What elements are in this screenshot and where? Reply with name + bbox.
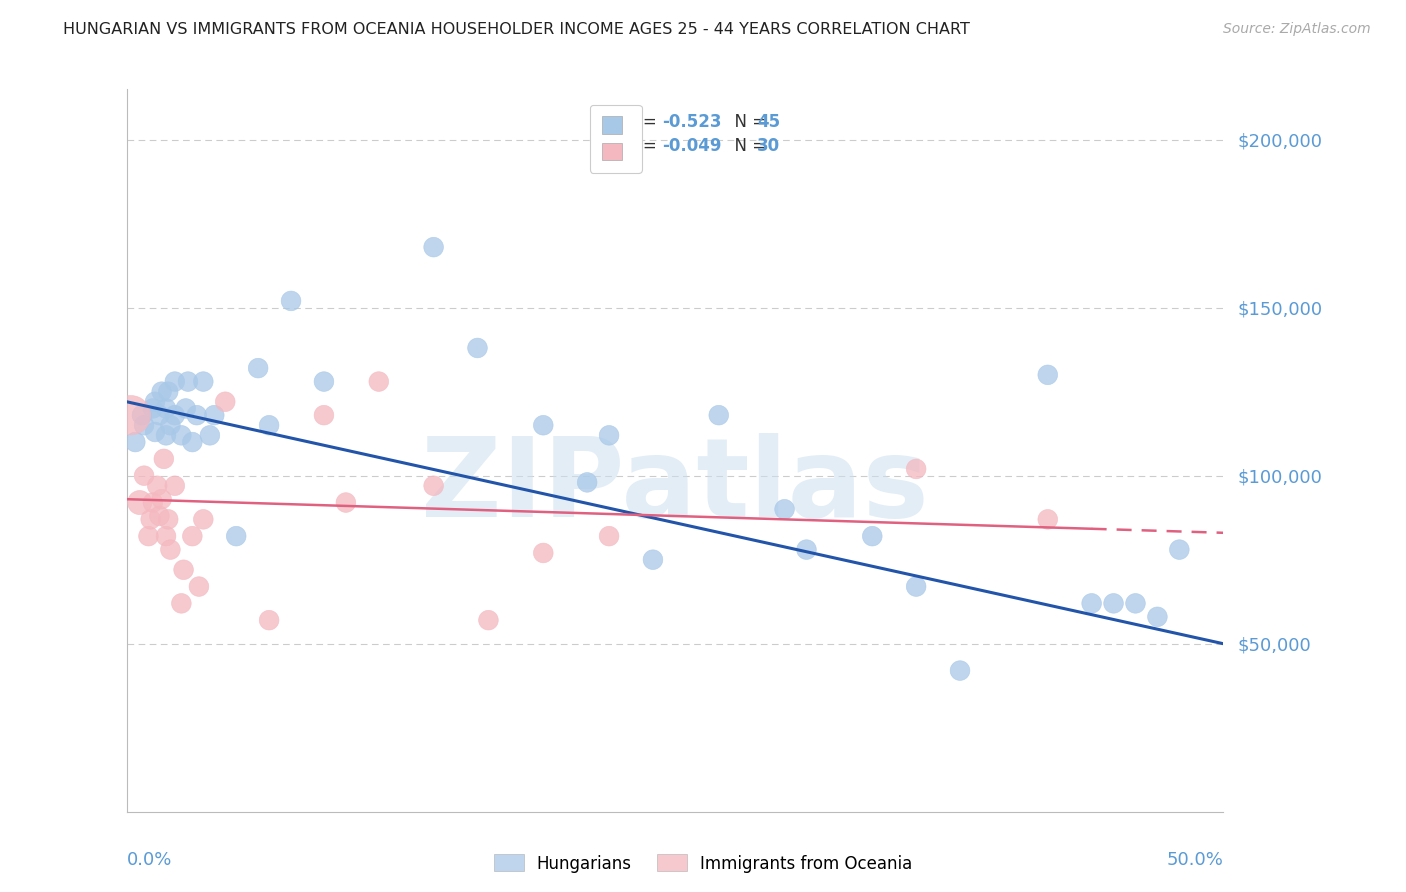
Point <box>177 375 200 389</box>
Point <box>128 495 150 509</box>
Text: 50.0%: 50.0% <box>1167 852 1223 870</box>
Point <box>1146 609 1168 624</box>
Point <box>132 468 155 483</box>
Point <box>225 529 247 543</box>
Point <box>148 408 170 422</box>
Point <box>312 408 335 422</box>
Point <box>1168 542 1191 557</box>
Point <box>247 361 270 376</box>
Point <box>157 384 180 399</box>
Point <box>576 475 599 490</box>
Point <box>187 580 209 594</box>
Point <box>280 293 302 308</box>
Text: 30: 30 <box>756 136 780 154</box>
Point <box>598 529 620 543</box>
Point <box>1102 596 1125 610</box>
Point <box>143 394 166 409</box>
Point <box>150 384 173 399</box>
Point <box>905 462 928 476</box>
Point <box>181 435 204 450</box>
Text: R =: R = <box>626 136 662 154</box>
Point <box>173 563 195 577</box>
Point <box>148 508 170 523</box>
Point <box>214 394 236 409</box>
Point <box>155 428 177 442</box>
Text: 0.0%: 0.0% <box>127 852 172 870</box>
Text: Source: ZipAtlas.com: Source: ZipAtlas.com <box>1223 22 1371 37</box>
Point <box>170 428 193 442</box>
Text: HUNGARIAN VS IMMIGRANTS FROM OCEANIA HOUSEHOLDER INCOME AGES 25 - 44 YEARS CORRE: HUNGARIAN VS IMMIGRANTS FROM OCEANIA HOU… <box>63 22 970 37</box>
Point <box>335 495 357 509</box>
Text: 45: 45 <box>756 112 780 131</box>
Text: ZIPatlas: ZIPatlas <box>420 434 929 540</box>
Point <box>598 428 620 442</box>
Point <box>174 401 197 416</box>
Point <box>905 580 928 594</box>
Text: -0.049: -0.049 <box>662 136 721 154</box>
Point <box>181 529 204 543</box>
Point <box>142 495 165 509</box>
Point <box>641 552 664 566</box>
Point <box>170 596 193 610</box>
Point <box>367 375 389 389</box>
Point <box>531 546 554 560</box>
Point <box>159 542 181 557</box>
Point <box>150 492 173 507</box>
Text: N =: N = <box>724 112 772 131</box>
Point <box>138 529 160 543</box>
Point <box>1125 596 1147 610</box>
Point <box>193 512 215 526</box>
Point <box>257 613 280 627</box>
Text: -0.523: -0.523 <box>662 112 721 131</box>
Point <box>120 408 142 422</box>
Point <box>1080 596 1102 610</box>
Point <box>131 408 153 422</box>
Text: N =: N = <box>724 136 772 154</box>
Point <box>796 542 818 557</box>
Point <box>467 341 489 355</box>
Point <box>1036 512 1059 526</box>
Point <box>422 240 444 254</box>
Point <box>146 479 169 493</box>
Point <box>186 408 208 422</box>
Point <box>139 512 162 526</box>
Legend: Hungarians, Immigrants from Oceania: Hungarians, Immigrants from Oceania <box>486 847 920 880</box>
Point <box>153 451 176 466</box>
Point <box>198 428 221 442</box>
Point <box>312 375 335 389</box>
Point <box>773 502 796 516</box>
Point <box>163 479 186 493</box>
Point <box>202 408 225 422</box>
Point <box>707 408 730 422</box>
Point <box>143 425 166 439</box>
Point <box>159 418 181 433</box>
Point <box>163 375 186 389</box>
Text: R =: R = <box>626 112 662 131</box>
Legend: , : , <box>591 104 641 173</box>
Point <box>142 401 165 416</box>
Point <box>860 529 883 543</box>
Point <box>155 401 177 416</box>
Point <box>477 613 499 627</box>
Point <box>155 529 177 543</box>
Point <box>422 479 444 493</box>
Point <box>124 435 146 450</box>
Point <box>163 408 186 422</box>
Point <box>531 418 554 433</box>
Point <box>193 375 215 389</box>
Point <box>1036 368 1059 382</box>
Point <box>949 664 972 678</box>
Point <box>157 512 180 526</box>
Point <box>257 418 280 433</box>
Point <box>132 418 155 433</box>
